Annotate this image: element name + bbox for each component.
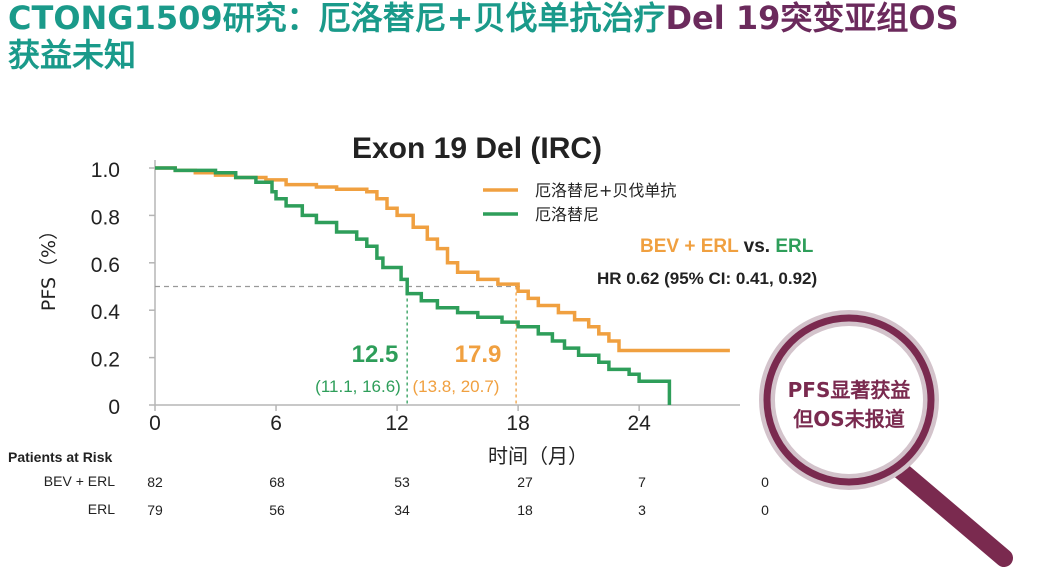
risk-table-header: Patients at Risk [8, 449, 112, 465]
risk-cell: 27 [517, 474, 533, 490]
text-layer: 0 0.2 0.4 0.6 0.8 1.0 0 6 12 18 24 Exon 19 Del (IRC… [8, 132, 817, 518]
x-tick-label: 0 [149, 412, 161, 435]
risk-cell: 82 [147, 474, 163, 490]
risk-row-label: BEV + ERL [44, 473, 115, 489]
risk-cell: 34 [394, 502, 410, 518]
median-ci: (11.1, 16.6) [315, 377, 401, 396]
title-part-2: Del 19突变亚组OS [665, 0, 959, 37]
y-tick-label: 0 [108, 396, 120, 419]
x-axis-label: 时间（月） [488, 444, 588, 468]
y-tick-label: 0.2 [91, 349, 120, 372]
risk-cell: 53 [394, 474, 410, 490]
risk-row-label: ERL [88, 501, 115, 517]
median-value: 12.5 [352, 341, 399, 368]
km-curve-2 [155, 166, 672, 405]
comparison-text: BEV + ERL vs. ERL [640, 236, 814, 257]
median-ci: (13.8, 20.7) [413, 377, 500, 396]
km-curve-1 [155, 166, 730, 353]
risk-cell: 0 [761, 502, 769, 518]
y-axis-label: PFS（%） [38, 221, 60, 311]
y-tick-label: 1.0 [91, 159, 120, 182]
median-value: 17.9 [455, 341, 502, 368]
risk-cell: 18 [517, 502, 533, 518]
risk-cell: 68 [269, 474, 285, 490]
risk-cell: 0 [761, 474, 769, 490]
comparison-part: vs. [738, 236, 775, 257]
x-tick-label: 18 [506, 412, 529, 435]
title-part-1: CTONG1509研究：厄洛替尼+贝伐单抗治疗 [8, 0, 666, 37]
callout-line-2: 但OS未报道 [793, 407, 904, 431]
slide-title: CTONG1509研究：厄洛替尼+贝伐单抗治疗Del 19突变亚组OS 获益未知 [8, 0, 1038, 74]
comparison-part: BEV + ERL [640, 236, 739, 257]
magnifier-handle [889, 459, 1013, 567]
legend-label: 厄洛替尼+贝伐单抗 [535, 181, 676, 200]
y-tick-label: 0.6 [91, 254, 120, 277]
chart-title: Exon 19 Del (IRC) [352, 132, 602, 165]
hazard-ratio-text: HR 0.62 (95% CI: 0.41, 0.92) [597, 269, 817, 288]
axes-layer [149, 160, 740, 411]
legend-label: 厄洛替尼 [535, 205, 599, 224]
y-tick-label: 0.8 [91, 206, 120, 229]
risk-cell: 56 [269, 502, 285, 518]
y-tick-label: 0.4 [91, 301, 121, 324]
x-tick-label: 6 [270, 412, 282, 435]
risk-cell: 7 [638, 474, 646, 490]
title-part-3: 获益未知 [8, 36, 137, 74]
x-tick-label: 24 [627, 412, 651, 435]
risk-cell: 79 [147, 502, 163, 518]
series-layer [155, 166, 730, 405]
risk-cell: 3 [638, 502, 646, 518]
x-tick-label: 12 [385, 412, 408, 435]
callout-line-1: PFS显著获益 [788, 378, 911, 402]
magnifier-ring [763, 314, 935, 486]
comparison-part: ERL [775, 236, 813, 257]
